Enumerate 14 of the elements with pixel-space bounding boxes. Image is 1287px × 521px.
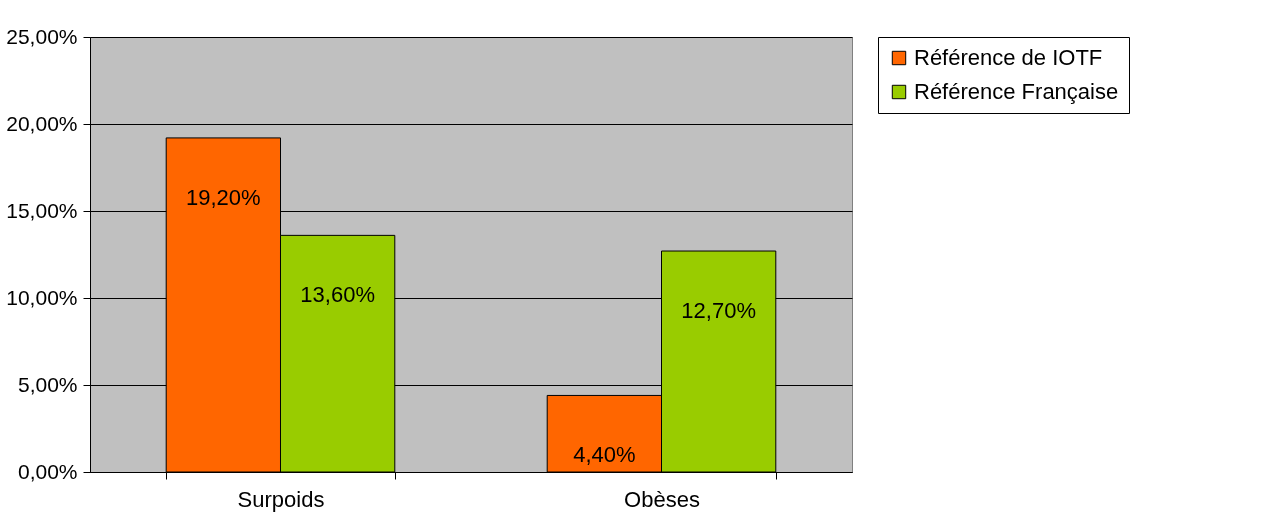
y-tick-label: 20,00% [6,111,78,135]
data-label: 12,70% [681,298,756,324]
y-tick-label: 0,00% [17,459,78,483]
y-tick-label: 25,00% [6,24,78,48]
y-tick-label: 5,00% [17,372,78,396]
legend-label: Référence Française [914,79,1119,104]
x-tick-label: Obèses [624,486,700,512]
data-label: 4,40% [573,442,636,468]
x-tick-label: Surpoids [237,486,325,512]
y-tick-label: 15,00% [6,198,78,222]
legend-label: Référence de IOTF [914,45,1103,70]
y-tick-label: 10,00% [6,285,78,309]
data-label: 13,60% [300,282,375,308]
data-label: 19,20% [186,184,261,210]
